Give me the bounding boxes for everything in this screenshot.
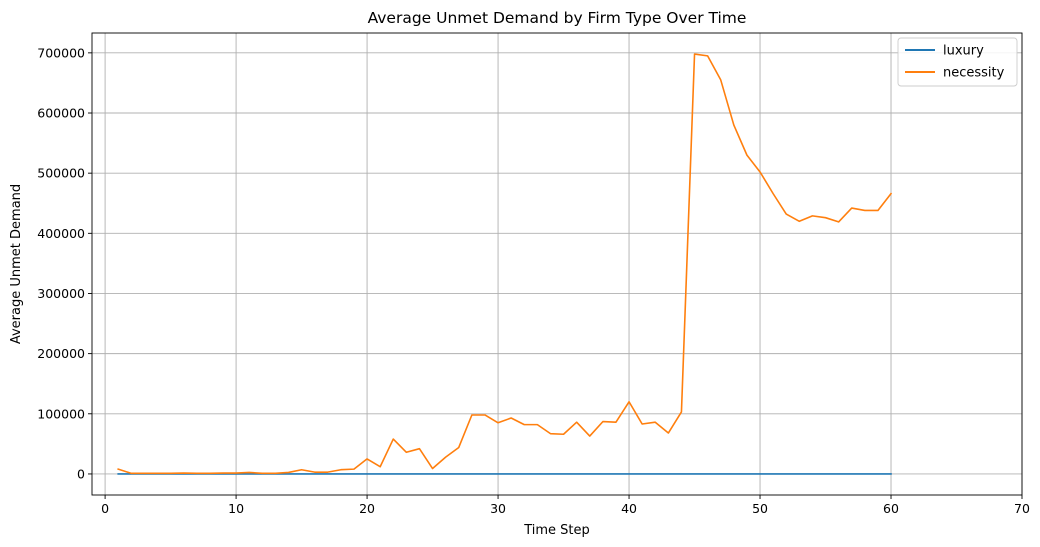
grid-lines [92,33,1023,495]
x-tick-label: 40 [621,501,637,516]
y-tick-label: 0 [77,466,85,481]
x-axis-ticks: 0 10 20 30 40 50 60 70 [101,495,1030,516]
y-tick-label: 400000 [37,226,85,241]
y-axis-label: Average Unmet Demand [9,184,24,344]
y-tick-label: 100000 [37,406,85,421]
x-axis-label: Time Step [523,523,590,538]
x-tick-label: 70 [1014,501,1030,516]
chart-title: Average Unmet Demand by Firm Type Over T… [368,9,747,27]
y-tick-label: 200000 [37,346,85,361]
x-tick-label: 0 [101,501,109,516]
y-tick-label: 500000 [37,166,85,181]
legend: luxury necessity [897,37,1018,87]
x-tick-label: 20 [359,501,375,516]
x-tick-label: 60 [883,501,899,516]
y-tick-label: 700000 [37,45,85,60]
plot-frame [91,32,1023,496]
x-tick-label: 30 [490,501,506,516]
series-line-necessity [117,53,893,475]
y-tick-label: 300000 [37,286,85,301]
y-tick-label: 600000 [37,106,85,121]
x-tick-label: 50 [752,501,768,516]
x-tick-label: 10 [228,501,244,516]
series-lines [117,53,893,475]
y-axis-ticks: 0 100000 200000 300000 400000 500000 600000 700… [37,45,92,481]
legend-label-luxury: luxury [943,44,984,59]
legend-label-necessity: necessity [943,66,1005,81]
